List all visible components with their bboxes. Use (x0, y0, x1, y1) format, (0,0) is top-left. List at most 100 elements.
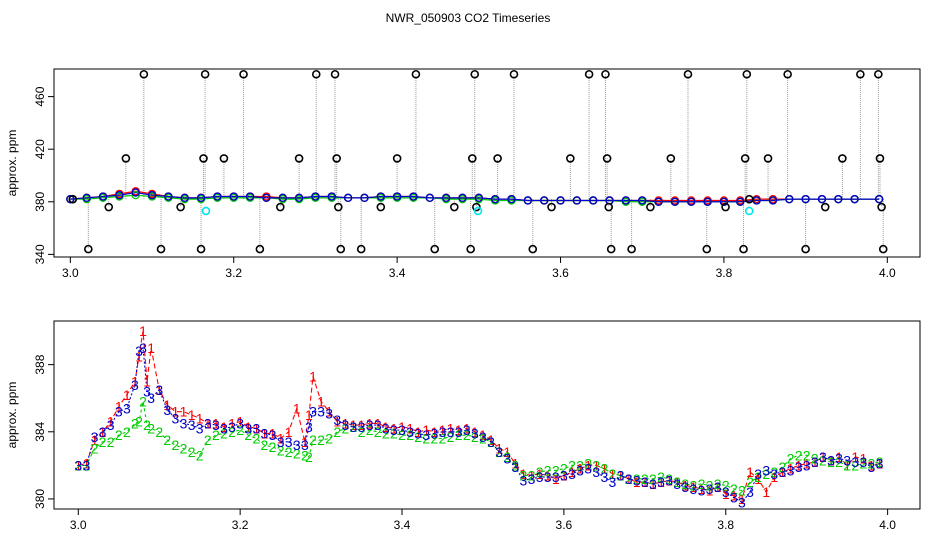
bottom-series-2-marker-22: 2 (236, 422, 244, 438)
top-series-3-point-3 (115, 191, 124, 200)
top-flagged-point-13 (276, 202, 285, 212)
top-flagged-point-30 (493, 154, 502, 163)
bottom-series-3-marker-41: 3 (382, 420, 390, 436)
bottom-series-1-marker-20: 1 (220, 419, 228, 435)
bottom-series-2-marker-14: 2 (172, 437, 180, 453)
bottom-series-2-marker-20: 2 (220, 425, 228, 441)
bottom-series-1-marker-45: 1 (414, 424, 422, 440)
bottom-x-tick-label-1: 3.2 (232, 518, 249, 532)
bottom-series-3-marker-82: 3 (714, 479, 722, 495)
bottom-series-3-marker-16: 3 (188, 417, 196, 433)
bottom-series-1-marker-100: 1 (859, 451, 867, 467)
bottom-series-1-marker-50: 1 (455, 422, 463, 438)
top-series-3-point-36 (654, 197, 663, 206)
bottom-series-2-marker-58: 2 (520, 467, 528, 483)
bottom-series-1-marker-36: 1 (341, 415, 349, 431)
bottom-series-3-marker-99: 3 (851, 454, 859, 470)
bottom-series-1-marker-40: 1 (374, 415, 382, 431)
bottom-series-3-marker-102: 3 (876, 456, 884, 472)
bottom-series-1-marker-57: 1 (511, 456, 519, 472)
bottom-series-2-marker-10: 2 (143, 417, 151, 433)
top-series-3-point-41 (736, 197, 745, 206)
bottom-series-3-marker-89: 3 (770, 466, 778, 482)
top-series-3-point-26 (490, 194, 500, 204)
bottom-series-2-marker-65: 2 (576, 457, 584, 473)
top-flagged-point-12 (255, 244, 265, 254)
bottom-series-3-line (78, 346, 880, 504)
bottom-series-3-marker-60: 3 (536, 469, 544, 485)
bottom-series-3-marker-26: 3 (269, 427, 277, 443)
top-flagged-point-59 (878, 244, 888, 254)
bottom-series-3-marker-56: 3 (503, 451, 511, 467)
bottom-series-1-marker-65: 1 (576, 461, 584, 477)
bottom-series-1-marker-10: 1 (143, 373, 151, 389)
bottom-series-3-marker-19: 3 (212, 417, 220, 433)
bottom-series-3-marker-98: 3 (843, 452, 851, 468)
bottom-series-3-marker-39: 3 (366, 417, 374, 433)
bottom-series-2-marker-41: 2 (382, 425, 390, 441)
top-flagged-point-40 (627, 244, 636, 254)
bottom-series-3-marker-75: 3 (657, 474, 665, 490)
bottom-series-1-marker-38: 1 (358, 417, 366, 433)
bottom-series-1-marker-79: 1 (689, 479, 697, 495)
bottom-series-2-marker-36: 2 (341, 420, 349, 436)
bottom-series-1-marker-84: 1 (730, 488, 738, 504)
bottom-series-3-marker-1: 3 (82, 457, 90, 473)
top-flagged-point-14 (294, 154, 304, 163)
bottom-series-2-marker-37: 2 (350, 419, 358, 435)
bottom-series-1-marker-78: 1 (681, 478, 689, 494)
bottom-series-2-marker-102: 2 (876, 454, 884, 470)
bottom-series-2-marker-82: 2 (714, 476, 722, 492)
top-series-3-point-21 (409, 192, 418, 201)
bottom-x-axis: 3.0 3.2 3.4 3.6 3.8 4.0 (70, 509, 896, 532)
bottom-series-3-marker-14: 3 (172, 410, 180, 426)
bottom-series-3-marker-97: 3 (835, 451, 843, 467)
bottom-series-3-marker-71: 3 (625, 471, 633, 487)
bottom-series-3-marker-53: 3 (479, 429, 487, 445)
bottom-series-2-marker-81: 2 (706, 478, 714, 494)
bottom-series-3-marker-10: 3 (143, 384, 151, 400)
top-rejected-point-2 (744, 206, 754, 216)
top-series-3-point-29 (539, 196, 549, 205)
bottom-series-2-marker-1: 2 (82, 457, 90, 473)
top-flagged-point-25 (450, 202, 459, 212)
top-series-3-point-47 (834, 194, 843, 204)
bottom-series-1-marker-53: 1 (479, 427, 487, 443)
bottom-series-1-marker-1: 1 (82, 456, 90, 472)
top-series-3-point-28 (523, 196, 533, 205)
bottom-series-2-marker-32: 2 (309, 432, 317, 448)
bottom-series-1-marker-94: 1 (811, 454, 819, 470)
top-flagged-point-35 (584, 69, 594, 79)
top-series-3-point-46 (817, 194, 827, 204)
bottom-series-1-marker-13: 1 (163, 397, 171, 413)
top-x-tick-label-3: 3.6 (552, 266, 569, 280)
bottom-series-1-marker-99: 1 (851, 449, 859, 465)
top-series-3-point-2 (98, 192, 108, 201)
top-flagged-point-20 (356, 244, 366, 254)
bottom-series-2-marker-98: 2 (843, 457, 851, 473)
bottom-series-3-marker-5: 3 (115, 404, 123, 420)
bottom-series-1-marker-62: 1 (552, 471, 560, 487)
bottom-series-2-marker-71: 2 (625, 471, 633, 487)
bottom-series-3-marker-79: 3 (689, 481, 697, 497)
bottom-series-3-marker-42: 3 (390, 422, 398, 438)
bottom-series-2-marker-28: 2 (285, 444, 293, 460)
top-series-3-point-6 (164, 192, 173, 201)
bottom-series-2-marker-2: 2 (91, 441, 99, 457)
bottom-series-2-marker-52: 2 (471, 429, 479, 445)
bottom-series-3-marker-77: 3 (673, 476, 681, 492)
bottom-series-1-marker-41: 1 (382, 419, 390, 435)
bottom-series-3-marker-28: 3 (285, 434, 293, 450)
bottom-series-3-marker-58: 3 (520, 472, 528, 488)
bottom-series-2-marker-85: 2 (738, 483, 746, 499)
bottom-series-1-marker-48: 1 (439, 422, 447, 438)
top-series-3-point-19 (376, 192, 385, 201)
top-y-tick-label-1: 380 (33, 191, 47, 211)
bottom-series-3-marker-83: 3 (722, 484, 730, 500)
bottom-series-1-marker-102: 1 (876, 456, 884, 472)
bottom-series-3-marker-47: 3 (430, 425, 438, 441)
bottom-series-1-marker-59: 1 (528, 467, 536, 483)
bottom-series-3-marker-45: 3 (414, 425, 422, 441)
bottom-series-1-marker-80: 1 (698, 481, 706, 497)
bottom-series-3-marker-36: 3 (341, 417, 349, 433)
